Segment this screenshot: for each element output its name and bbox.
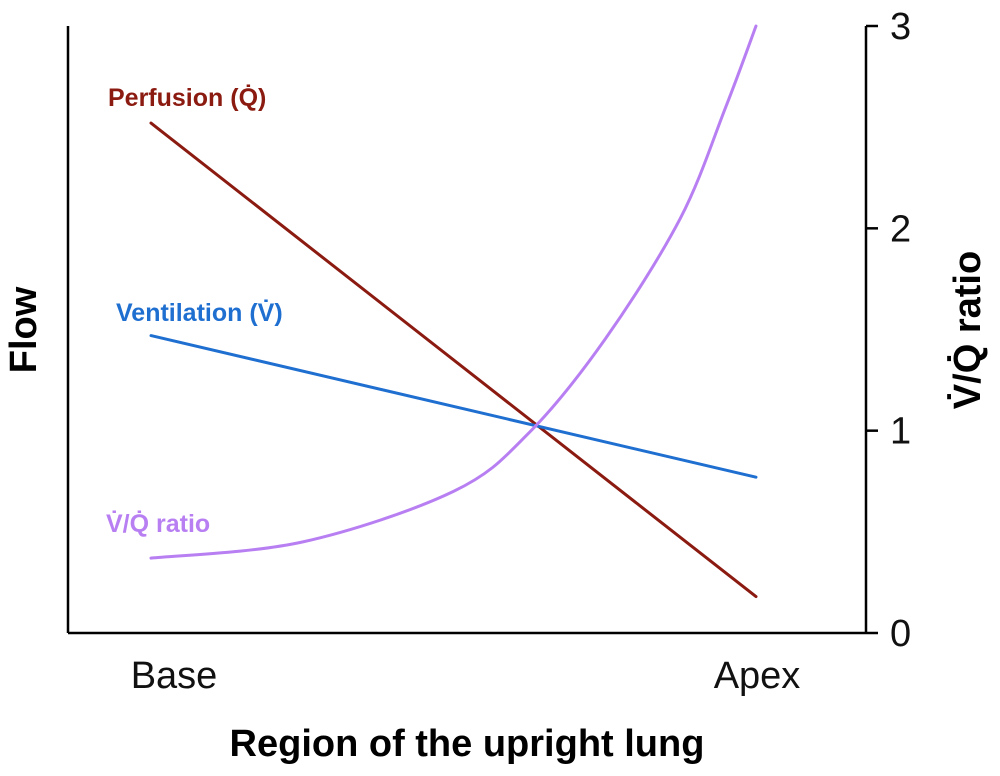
perfusion-label: Perfusion (Q̇)	[108, 83, 266, 112]
series-lines	[149, 24, 758, 599]
axes	[66, 26, 868, 635]
x-category-base: Base	[131, 655, 218, 697]
ventilation-line	[149, 334, 758, 479]
perfusion-line	[149, 121, 758, 599]
vq-ratio-line	[149, 24, 758, 560]
x-axis-title: Region of the upright lung	[230, 723, 705, 765]
x-category-apex: Apex	[714, 655, 801, 697]
right-y-tick-label-2: 2	[890, 208, 911, 250]
vq-ratio-label: V̇/Q̇ ratio	[106, 509, 210, 538]
ventilation-label: Ventilation (V̇)	[116, 298, 283, 327]
right-y-ticks: 0 1 2 3	[866, 6, 911, 655]
right-y-tick-label-0: 0	[890, 613, 911, 655]
right-y-axis-title: V̇/Q̇ ratio	[947, 251, 989, 409]
left-y-axis-title: Flow	[3, 286, 45, 373]
right-y-tick-label-1: 1	[890, 411, 911, 453]
right-y-tick-label-3: 3	[890, 6, 911, 48]
